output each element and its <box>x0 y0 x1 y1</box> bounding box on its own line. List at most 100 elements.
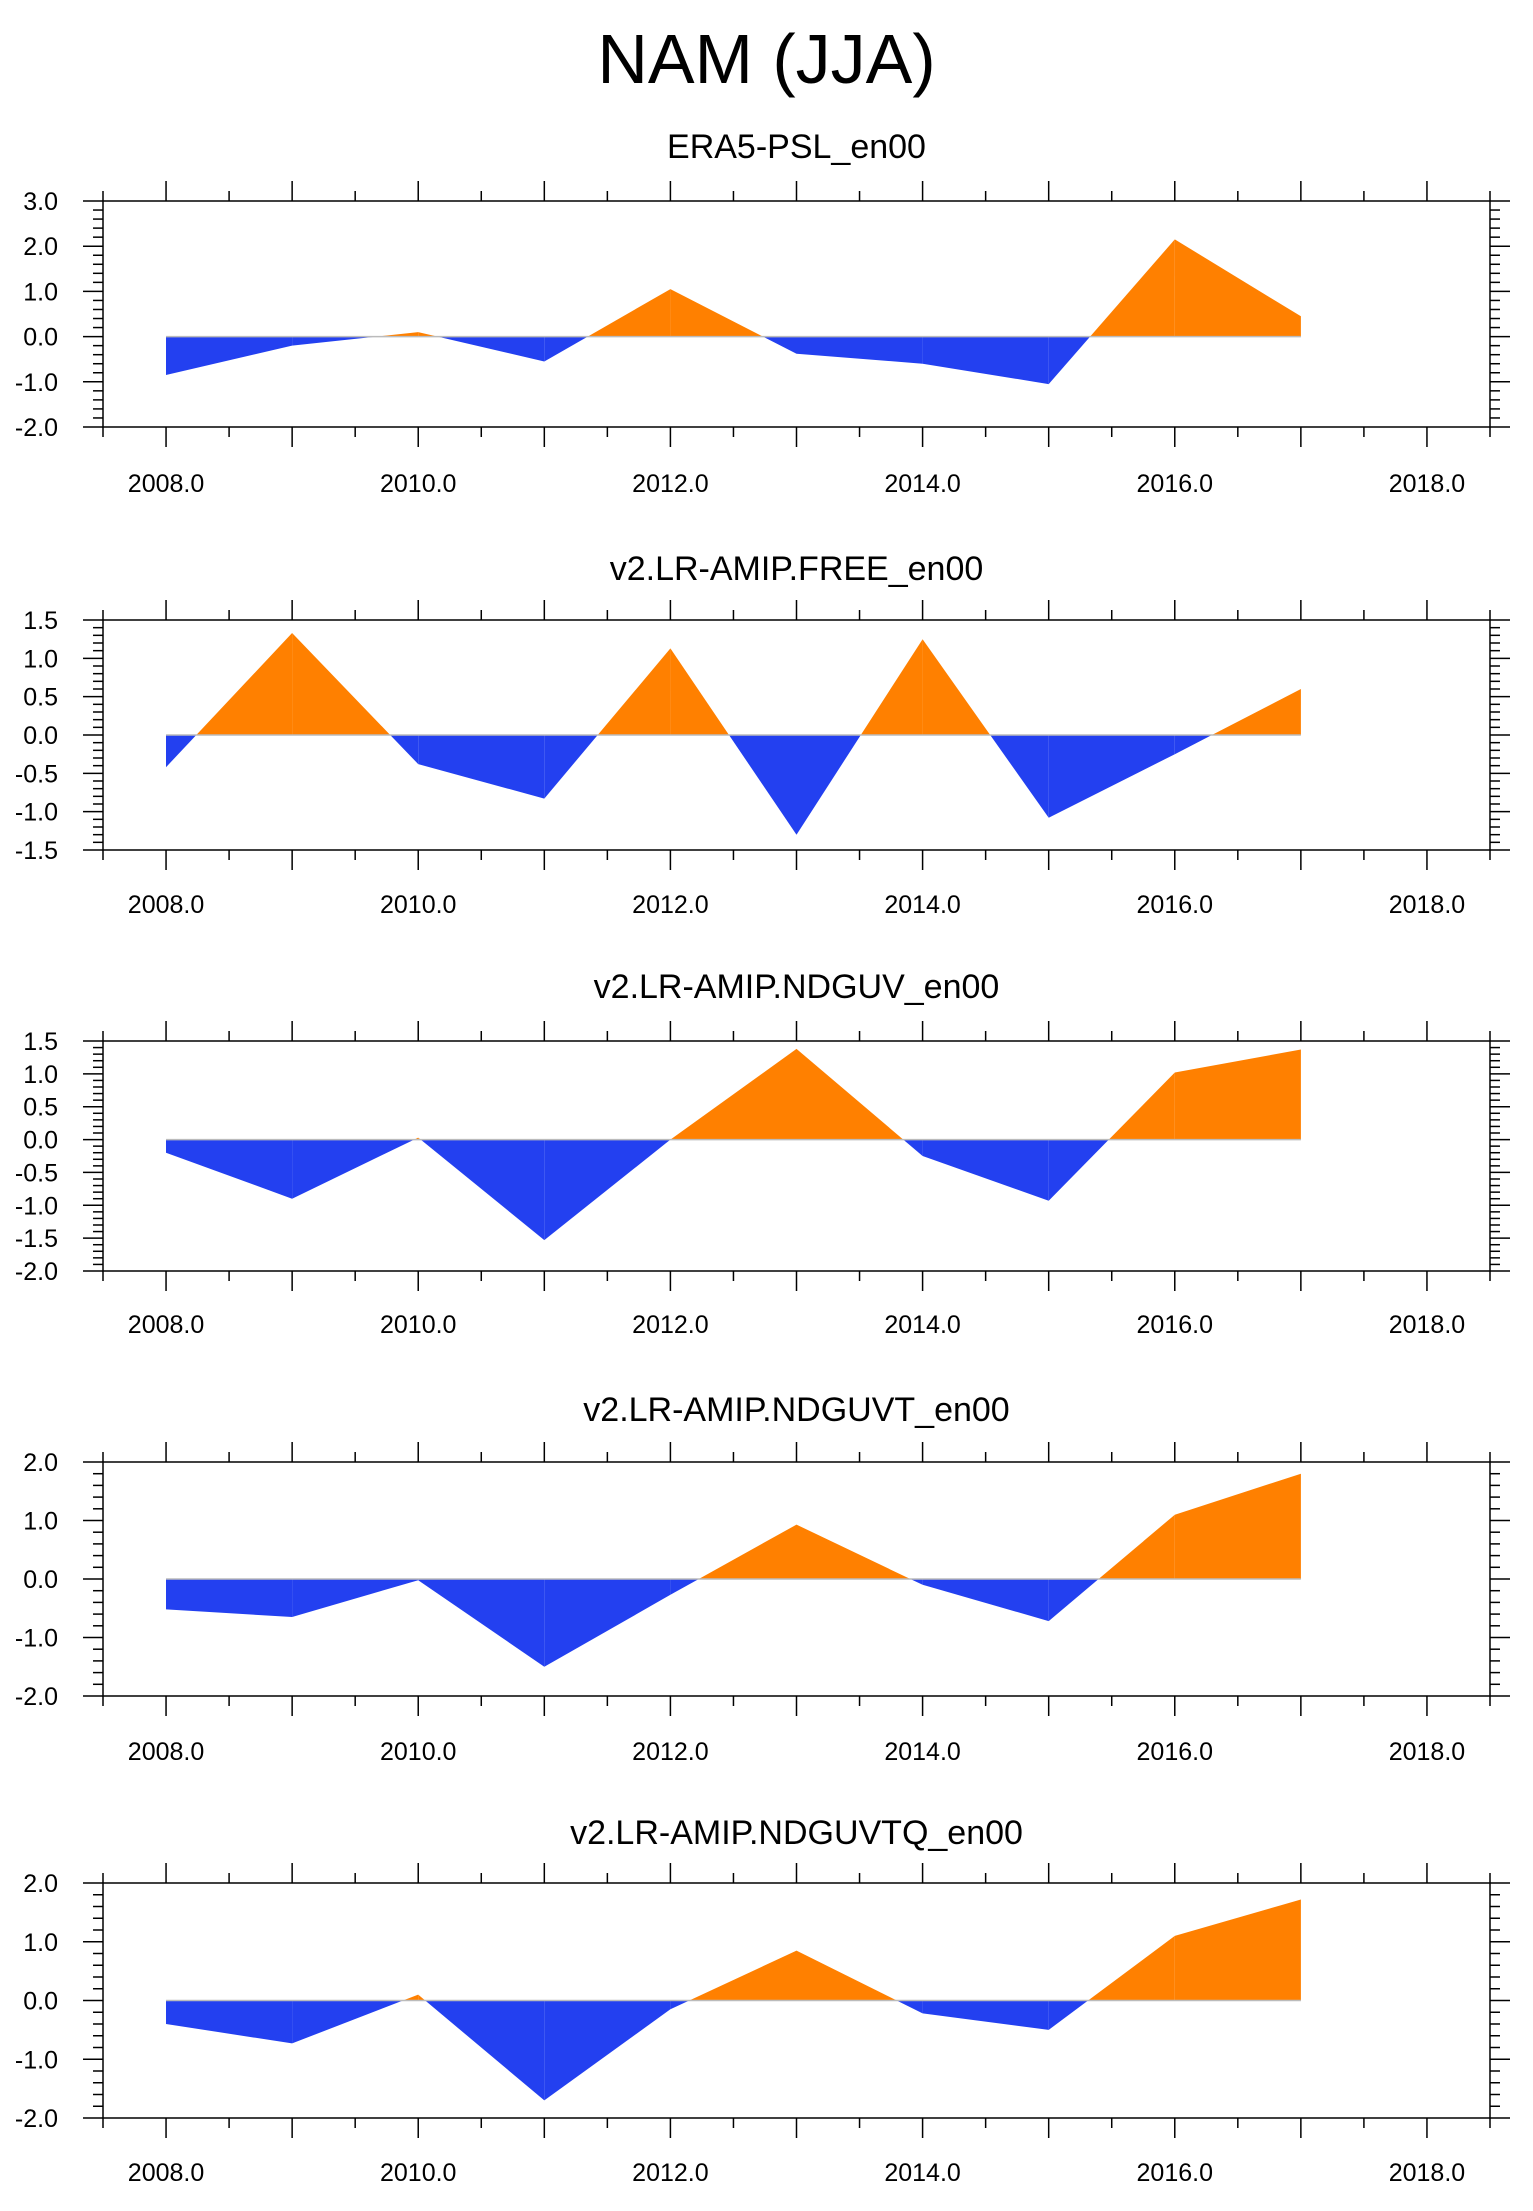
negative-area <box>896 2000 923 2014</box>
positive-area <box>597 648 671 735</box>
y-tick-label: 1.0 <box>23 1929 58 1957</box>
y-tick-label: 0.5 <box>23 1094 58 1122</box>
x-tick-label: 2016.0 <box>1137 1738 1213 1766</box>
y-tick-label: 1.0 <box>23 278 58 306</box>
x-tick-label: 2018.0 <box>1389 2159 1465 2187</box>
negative-area <box>166 1139 293 1199</box>
negative-area <box>1048 1139 1109 1201</box>
figure-title: NAM (JJA) <box>597 20 936 98</box>
y-tick-label: 2.0 <box>23 1449 58 1477</box>
x-tick-label: 2012.0 <box>632 1311 708 1339</box>
positive-area <box>689 1950 797 2001</box>
positive-area <box>796 1950 897 2001</box>
y-tick-label: 0.0 <box>23 1566 58 1594</box>
positive-area <box>1098 1514 1175 1579</box>
y-tick-label: -1.5 <box>15 837 58 865</box>
positive-area <box>670 1048 797 1140</box>
negative-area <box>729 735 797 835</box>
chart-panel-1: ERA5-PSL_en00 2008.0 2010.0 2012.0 2014.0 201… <box>15 128 1510 498</box>
panel-title: v2.LR-AMIP.NDGUVTQ_en00 <box>570 1814 1023 1852</box>
y-tick-label: -1.0 <box>15 369 58 397</box>
x-tick-label: 2012.0 <box>632 2159 708 2187</box>
negative-area <box>292 2000 403 2044</box>
negative-area <box>670 2000 690 2010</box>
negative-area <box>1048 735 1175 818</box>
x-tick-label: 2008.0 <box>128 1311 204 1339</box>
x-tick-label: 2012.0 <box>632 470 708 498</box>
negative-area <box>796 336 923 364</box>
negative-area <box>418 735 545 799</box>
positive-area <box>1088 1935 1175 2001</box>
positive-area <box>403 1994 419 2001</box>
y-tick-label: 2.0 <box>23 1870 58 1898</box>
y-tick-label: 0.0 <box>23 1127 58 1155</box>
negative-area <box>922 2000 1049 2030</box>
negative-area <box>166 1579 293 1617</box>
y-tick-label: -0.5 <box>15 1159 58 1187</box>
panel-title: v2.LR-AMIP.NDGUV_en00 <box>594 968 1000 1006</box>
negative-area <box>922 336 1049 385</box>
y-tick-label: -1.5 <box>15 1225 58 1253</box>
negative-area <box>166 2000 293 2044</box>
x-tick-label: 2010.0 <box>380 1311 456 1339</box>
positive-area <box>418 1994 426 2001</box>
negative-area <box>292 336 377 346</box>
negative-area <box>166 336 293 375</box>
chart-panel-3: v2.LR-AMIP.NDGUV_en00 2008.0 2010.0 2012.0 2… <box>15 968 1510 1339</box>
y-tick-label: 1.0 <box>23 645 58 673</box>
y-tick-label: 0.0 <box>23 1988 58 2016</box>
y-tick-label: -1.0 <box>15 1192 58 1220</box>
y-tick-label: -2.0 <box>15 414 58 442</box>
y-tick-label: 2.0 <box>23 233 58 261</box>
x-tick-label: 2012.0 <box>632 891 708 919</box>
x-tick-label: 2014.0 <box>884 470 960 498</box>
positive-area <box>196 633 293 735</box>
positive-area <box>698 1524 797 1579</box>
negative-area <box>544 1139 671 1241</box>
y-tick-label: -2.0 <box>15 2105 58 2133</box>
positive-area <box>1174 1473 1301 1579</box>
y-tick-label: -0.5 <box>15 760 58 788</box>
positive-area <box>587 289 671 337</box>
negative-area <box>922 1139 1049 1201</box>
y-tick-label: -1.0 <box>15 1625 58 1653</box>
x-tick-label: 2014.0 <box>884 1738 960 1766</box>
negative-area <box>763 336 797 354</box>
x-tick-label: 2010.0 <box>380 470 456 498</box>
negative-area <box>910 1579 923 1585</box>
positive-area <box>796 1524 911 1579</box>
y-tick-label: 1.0 <box>23 1061 58 1089</box>
negative-area <box>670 1579 699 1595</box>
negative-area <box>796 735 861 835</box>
x-tick-label: 2016.0 <box>1137 891 1213 919</box>
positive-area <box>1211 689 1301 735</box>
negative-area <box>390 735 419 765</box>
x-tick-label: 2008.0 <box>128 2159 204 2187</box>
y-tick-label: -2.0 <box>15 1683 58 1711</box>
x-tick-label: 2008.0 <box>128 470 204 498</box>
y-tick-label: 0.0 <box>23 722 58 750</box>
chart-panel-5: v2.LR-AMIP.NDGUVTQ_en00 2008.0 2010.0 2012.… <box>15 1814 1510 2187</box>
y-tick-label: 1.5 <box>23 607 58 635</box>
negative-area <box>544 1579 671 1667</box>
y-tick-label: 3.0 <box>23 188 58 216</box>
y-tick-label: -2.0 <box>15 1258 58 1286</box>
y-tick-label: -1.0 <box>15 799 58 827</box>
negative-area <box>903 1139 923 1156</box>
positive-area <box>1174 1899 1301 2001</box>
positive-area <box>292 633 391 735</box>
x-tick-label: 2018.0 <box>1389 470 1465 498</box>
x-tick-label: 2018.0 <box>1389 1311 1465 1339</box>
positive-area <box>670 289 763 337</box>
negative-area <box>292 1139 415 1199</box>
negative-area <box>544 336 588 362</box>
positive-area <box>670 648 729 735</box>
negative-area <box>420 1139 545 1241</box>
y-tick-label: -1.0 <box>15 2046 58 2074</box>
x-tick-label: 2016.0 <box>1137 1311 1213 1339</box>
positive-area <box>1174 1049 1301 1140</box>
x-tick-label: 2014.0 <box>884 891 960 919</box>
negative-area <box>418 1579 545 1667</box>
negative-area <box>990 735 1049 818</box>
